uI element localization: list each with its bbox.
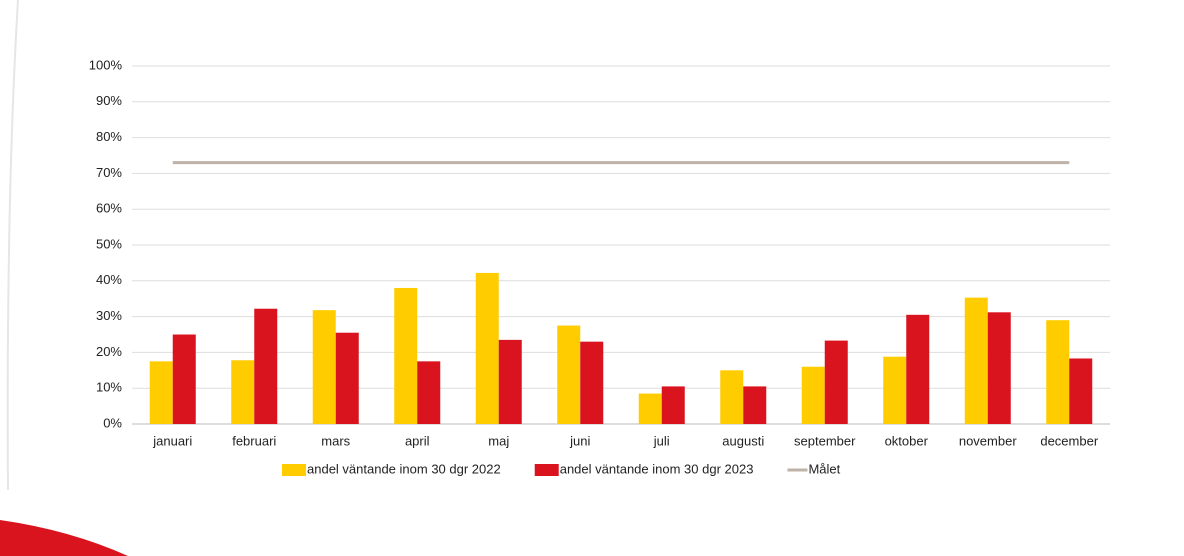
y-tick-label: 10% bbox=[96, 380, 122, 395]
x-tick-label: april bbox=[405, 433, 430, 448]
x-tick-label: december bbox=[1040, 433, 1098, 448]
bar bbox=[801, 366, 825, 424]
x-tick-label: juli bbox=[653, 433, 670, 448]
y-tick-label: 90% bbox=[96, 93, 122, 108]
bar bbox=[335, 332, 359, 424]
bar bbox=[720, 370, 744, 424]
legend-label: andel väntande inom 30 dgr 2022 bbox=[307, 461, 501, 476]
x-tick-label: augusti bbox=[722, 433, 764, 448]
bar bbox=[557, 325, 581, 424]
x-tick-label: mars bbox=[321, 433, 350, 448]
x-tick-label: maj bbox=[488, 433, 509, 448]
y-tick-label: 100% bbox=[89, 57, 123, 72]
bar bbox=[824, 340, 848, 424]
y-tick-label: 30% bbox=[96, 308, 122, 323]
y-tick-label: 80% bbox=[96, 129, 122, 144]
x-tick-label: november bbox=[959, 433, 1017, 448]
legend-label: andel väntande inom 30 dgr 2023 bbox=[560, 461, 754, 476]
y-tick-label: 0% bbox=[103, 415, 122, 430]
y-tick-label: 40% bbox=[96, 272, 122, 287]
bar bbox=[1046, 320, 1070, 424]
bar bbox=[906, 314, 930, 424]
x-tick-label: oktober bbox=[885, 433, 929, 448]
bar bbox=[498, 339, 522, 424]
bar bbox=[417, 361, 441, 424]
bar bbox=[743, 386, 767, 424]
frame-edge bbox=[6, 0, 19, 491]
y-tick-label: 20% bbox=[96, 344, 122, 359]
bar bbox=[964, 297, 988, 424]
bar bbox=[149, 361, 173, 424]
bar bbox=[638, 393, 662, 424]
bar bbox=[1069, 358, 1093, 424]
legend-label: Målet bbox=[808, 461, 840, 476]
bar bbox=[475, 272, 499, 424]
x-tick-label: juni bbox=[569, 433, 590, 448]
decor-swoosh bbox=[0, 520, 128, 556]
legend-swatch bbox=[282, 464, 306, 476]
bar bbox=[883, 356, 907, 424]
x-tick-label: februari bbox=[232, 433, 276, 448]
bar bbox=[312, 310, 336, 424]
bar bbox=[661, 386, 685, 424]
bar bbox=[580, 341, 604, 424]
y-tick-label: 70% bbox=[96, 165, 122, 180]
y-tick-label: 50% bbox=[96, 236, 122, 251]
bar bbox=[254, 308, 278, 424]
x-tick-label: januari bbox=[152, 433, 192, 448]
x-tick-label: september bbox=[794, 433, 856, 448]
y-tick-label: 60% bbox=[96, 201, 122, 216]
legend-swatch bbox=[534, 464, 559, 476]
bar bbox=[231, 360, 255, 424]
bar bbox=[394, 287, 418, 424]
bar bbox=[172, 334, 196, 424]
bar bbox=[987, 312, 1011, 424]
